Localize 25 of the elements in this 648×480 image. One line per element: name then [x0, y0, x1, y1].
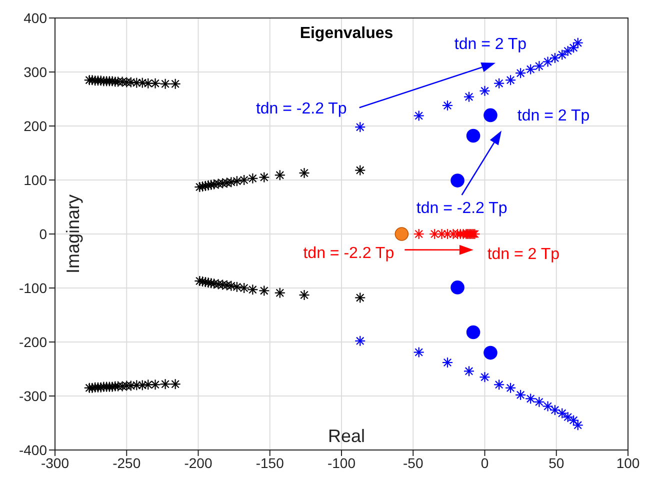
x-tick-label: -50	[403, 454, 424, 471]
x-tick-label: 100	[616, 454, 640, 471]
annotation: tdn = -2.2 Tp	[256, 100, 347, 118]
x-tick-label: -150	[256, 454, 284, 471]
y-tick-label: 100	[24, 172, 48, 188]
y-tick-label: 300	[24, 64, 48, 80]
y-axis-title: Imaginary	[63, 194, 83, 274]
x-tick-label: -250	[112, 454, 141, 471]
y-tick-label: -200	[18, 334, 48, 350]
y-tick-label: -100	[18, 280, 48, 296]
annotation: tdn = -2.2 Tp	[416, 200, 508, 217]
annotation: tdn = 2 Tp	[517, 108, 590, 125]
x-axis-title: Real	[328, 426, 366, 446]
x-tick-label: -100	[327, 454, 356, 471]
x-tick-label: 50	[548, 454, 564, 471]
annotation: tdn = 2 Tp	[454, 36, 527, 53]
y-tick-label: 0	[39, 226, 48, 242]
annotation: tdn = 2 Tp	[487, 246, 560, 263]
annotation: tdn = -2.2 Tp	[303, 244, 394, 262]
y-tick-label: 200	[24, 118, 48, 134]
y-tick-label: -300	[18, 388, 48, 404]
chart-title: Eigenvalues	[300, 25, 394, 42]
x-tick-label: -200	[184, 454, 212, 471]
x-tick-label: 0	[480, 454, 489, 471]
y-tick-label: 400	[24, 10, 48, 26]
